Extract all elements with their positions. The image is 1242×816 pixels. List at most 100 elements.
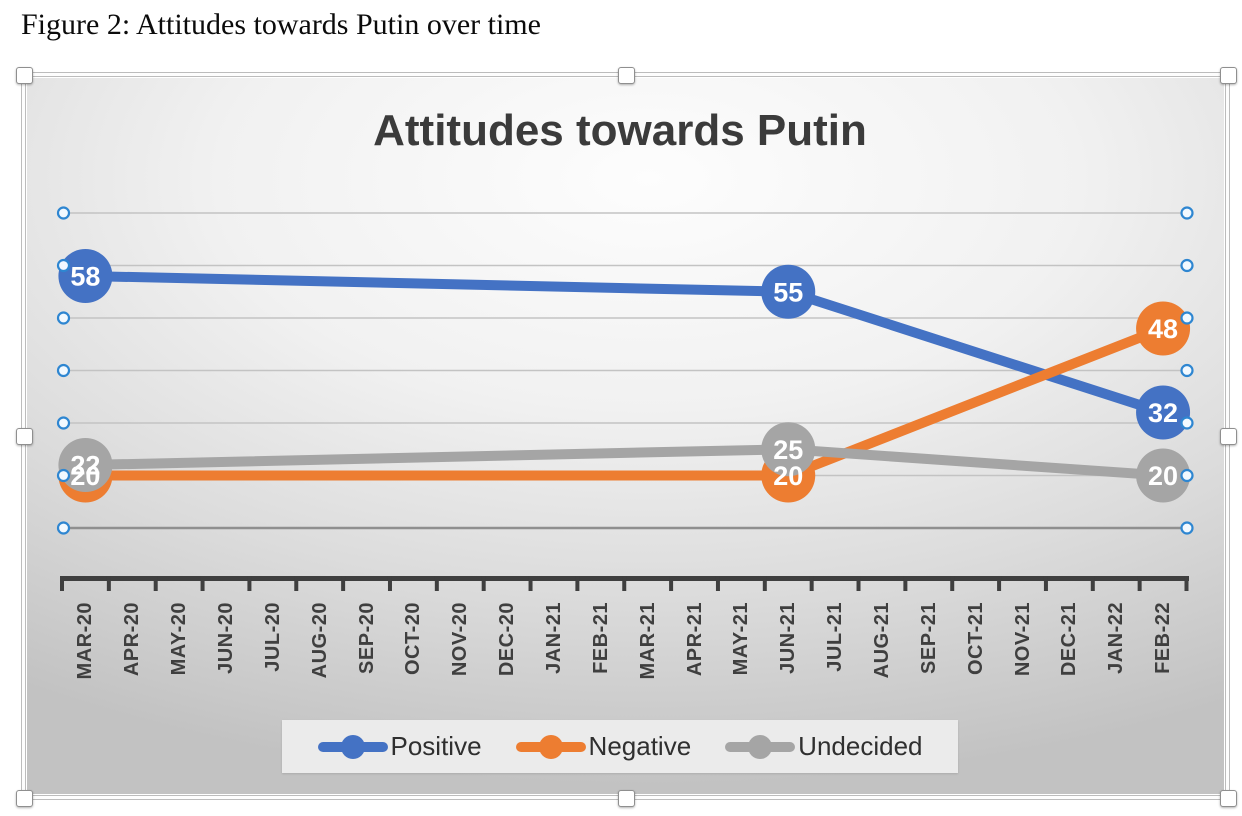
x-axis-tick [247,576,252,591]
x-axis-label[interactable]: JUN-20 [214,602,237,674]
gridline-handle[interactable] [1180,258,1194,273]
x-axis-tick [1137,576,1142,591]
x-axis-tick [762,576,767,591]
gridline-handle[interactable] [56,311,71,325]
data-marker-positive[interactable] [761,264,816,319]
gridline-handle[interactable] [56,521,71,535]
x-axis-tick [153,576,158,591]
chart-area-background[interactable] [27,78,1224,794]
data-label-positive[interactable]: 58 [70,262,100,292]
legend-entry-negative[interactable]: Negative [515,731,692,762]
x-axis-label[interactable]: DEC-21 [1058,602,1081,677]
x-axis-tick [528,576,533,591]
gridline-handle[interactable] [1180,416,1194,430]
x-axis-tick [903,576,908,591]
x-axis-label[interactable]: FEB-22 [1152,602,1175,674]
gridline-handle[interactable] [1180,206,1194,220]
legend-entry-positive[interactable]: Positive [317,731,482,762]
gridline-handle[interactable] [56,468,71,483]
gridline-handle[interactable] [56,258,71,273]
x-axis-tick [669,576,674,591]
x-axis-label[interactable]: MAY-20 [168,602,191,676]
legend-label: Undecided [798,731,923,761]
x-axis-label[interactable]: AUG-20 [308,602,331,679]
x-axis-label[interactable]: OCT-20 [402,602,425,676]
x-axis-tick [809,576,814,591]
x-axis-label[interactable]: MAR-21 [636,602,659,680]
x-axis-label[interactable]: JAN-22 [1105,602,1128,674]
legend-marker-positive [317,734,388,759]
x-axis-label[interactable]: NOV-21 [1011,602,1034,677]
data-label-negative[interactable]: 20 [70,461,100,491]
gridline-handle[interactable] [56,363,71,378]
selection-handle-bottom-left[interactable] [15,789,33,807]
selection-handle-top-middle[interactable] [617,66,635,84]
selection-handle-bottom-middle[interactable] [617,789,635,807]
chart-legend[interactable]: Positive Negative Undecided [282,720,958,773]
x-axis-label[interactable]: DEC-20 [496,602,519,677]
x-axis-label[interactable]: MAY-21 [730,602,753,676]
legend-entry-undecided[interactable]: Undecided [725,731,922,762]
chart-selection-frame[interactable] [22,73,1229,799]
gridline-handle[interactable] [1180,468,1194,483]
data-marker-positive[interactable] [1136,385,1191,440]
legend-label: Negative [588,731,692,761]
x-axis-label[interactable]: AUG-21 [870,602,893,679]
selection-handle-top-left[interactable] [15,66,33,84]
x-axis-label[interactable]: SEP-20 [355,602,378,674]
x-axis-tick [715,576,720,591]
x-axis-tick [856,576,861,591]
gridline-handle[interactable] [56,416,71,430]
x-axis-label[interactable]: MAR-20 [74,602,97,680]
x-axis-tick [60,576,64,591]
legend-marker-negative [515,734,586,759]
data-label-negative[interactable]: 20 [773,461,803,491]
x-axis-tick [1184,576,1189,591]
x-axis-tick [106,576,111,591]
x-axis-tick [950,576,955,591]
x-axis-label[interactable]: APR-21 [683,602,706,677]
data-marker-undecided[interactable] [58,438,113,492]
x-axis-label[interactable]: JUL-21 [824,602,847,672]
x-axis-label[interactable]: SEP-21 [917,602,940,674]
gridline-handle[interactable] [1180,363,1194,378]
legend-dot [538,734,563,759]
data-label-positive[interactable]: 32 [1148,398,1178,428]
x-axis-tick [481,576,486,591]
selection-handle-bottom-right[interactable] [1219,789,1237,807]
data-marker-positive[interactable] [58,249,113,303]
data-label-undecided[interactable]: 22 [70,451,100,481]
data-label-undecided[interactable]: 20 [1148,461,1178,491]
data-label-negative[interactable]: 48 [1148,314,1178,344]
x-axis-tick [1090,576,1095,591]
x-axis-label[interactable]: NOV-20 [449,602,472,677]
x-axis-label[interactable]: JAN-21 [542,602,565,674]
legend-dot [340,734,365,759]
selection-handle-middle-right[interactable] [1219,427,1237,445]
chart-title[interactable]: Attitudes towards Putin [373,106,867,155]
legend-label: Positive [390,731,482,761]
data-marker-undecided[interactable] [1136,448,1191,503]
x-axis-label[interactable]: OCT-21 [964,602,987,676]
selection-handle-middle-left[interactable] [15,427,33,445]
gridline-handle[interactable] [1180,311,1194,325]
gridline-handle[interactable] [1180,521,1194,535]
x-axis-label[interactable]: JUL-20 [261,602,284,672]
x-axis-tick [622,576,627,591]
x-axis-tick [434,576,439,591]
x-axis-label[interactable]: JUN-21 [777,602,800,674]
selection-handle-top-right[interactable] [1219,66,1237,84]
x-axis-label[interactable]: FEB-21 [589,602,612,674]
data-marker-negative[interactable] [1136,301,1191,356]
x-axis-tick [1043,576,1048,591]
figure-caption: Figure 2: Attitudes towards Putin over t… [21,8,541,41]
gridline-handle[interactable] [56,206,71,220]
x-axis-tick [387,576,392,591]
data-label-positive[interactable]: 55 [773,277,803,307]
data-label-undecided[interactable]: 25 [773,435,803,465]
x-axis-label[interactable]: APR-20 [121,602,144,677]
x-axis-tick [294,576,299,591]
data-marker-undecided[interactable] [761,422,816,477]
